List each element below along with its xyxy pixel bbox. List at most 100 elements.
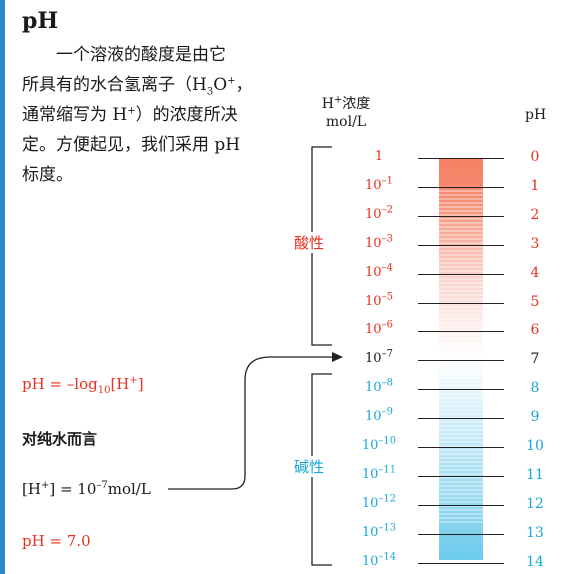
text-fragment: 通常缩写为 H: [22, 105, 128, 125]
text-fragment: H: [321, 96, 334, 112]
ph-value: 10: [526, 438, 544, 454]
text-fragment: ，: [235, 75, 253, 95]
text-fragment: pH = –log: [22, 375, 98, 393]
scale-tick: [418, 158, 504, 159]
concentration-exponent: –12: [378, 493, 397, 505]
concentration-label: 10–2: [350, 204, 408, 222]
concentration-label: 10–11: [350, 464, 408, 482]
ph-value: 2: [530, 206, 540, 223]
subscript: 10: [97, 385, 111, 396]
concentration-exponent: –11: [378, 464, 397, 476]
text-fragment: O: [213, 75, 228, 95]
base-label: 碱性: [292, 456, 327, 477]
base-bar-stripes: [439, 365, 483, 525]
page-title: pH: [22, 8, 59, 34]
acid-label: 酸性: [292, 232, 327, 253]
scale-tick: [418, 418, 504, 420]
connector-path: [168, 356, 332, 490]
scale-tick: [418, 504, 504, 506]
concentration-base: 10: [361, 438, 379, 453]
concentration-exponent: –2: [381, 204, 393, 216]
text-fragment: ] = 10: [49, 480, 97, 498]
paragraph-line-3: 通常缩写为 H+）的浓度所决: [22, 100, 276, 130]
paragraph-line-5: 标度。: [22, 165, 73, 185]
scale-tick: [418, 360, 504, 362]
subscript: 3: [206, 86, 214, 98]
concentration-exponent: –3: [381, 233, 393, 245]
concentration-exponent: –1: [381, 175, 393, 187]
ph-value: 11: [526, 466, 544, 483]
scale-tick: [418, 244, 504, 246]
ph-value: 13: [526, 524, 544, 541]
concentration-exponent: –9: [381, 406, 393, 418]
ph-value: 12: [526, 495, 544, 512]
ph-value: 1: [530, 177, 540, 194]
concentration-label: 10–14: [350, 551, 408, 569]
concentration-label: 10–10: [350, 435, 408, 453]
concentration-exponent: –14: [378, 551, 397, 563]
concentration-label: 10–13: [350, 523, 408, 540]
arrow-head: [332, 352, 343, 362]
superscript: +: [40, 480, 50, 491]
paragraph-line-4: 定。方便起见，我们采用 pH: [22, 135, 241, 155]
concentration-base: 10: [365, 264, 382, 280]
pure-water-label: 对纯水而言: [22, 430, 98, 448]
scale-tick: [418, 273, 504, 275]
concentration-label: 10–3: [350, 233, 408, 251]
concentration-label: 1: [350, 149, 408, 164]
concentration-base: 10: [365, 235, 382, 251]
superscript: +: [127, 105, 136, 117]
concentration-base: 10: [365, 206, 382, 222]
concentration-base: 10: [365, 351, 382, 367]
ph-value: 7: [530, 351, 540, 368]
concentration-label: 10–6: [350, 320, 408, 338]
superscript: –7: [96, 480, 108, 491]
text-fragment: [H: [22, 480, 41, 498]
concentration-base: 10: [361, 524, 379, 540]
concentration-exponent: –6: [381, 320, 393, 332]
scale-tick: [418, 331, 504, 333]
superscript: +: [333, 94, 343, 106]
concentration-base: 1: [374, 149, 384, 164]
ph-value: 5: [530, 293, 540, 310]
concentration-label: 10–9: [350, 406, 408, 425]
concentration-base: 10: [361, 553, 379, 569]
text-fragment: 浓度: [342, 96, 371, 112]
intro-paragraph: 一个溶液的酸度是由它 所具有的水合氢离子（H3O+， 通常缩写为 H+）的浓度所…: [22, 40, 276, 190]
ph-value: 3: [530, 235, 540, 252]
concentration-base: 10: [361, 495, 379, 511]
paragraph-line-1: 一个溶液的酸度是由它: [56, 45, 226, 65]
scale-tick: [418, 533, 504, 535]
concentration-label: 10–7: [350, 349, 408, 367]
paragraph-line-2: 所具有的水合氢离子（H3O+，: [22, 70, 276, 100]
ph-value: 6: [530, 322, 540, 339]
scale-tick: [418, 215, 504, 217]
concentration-header: H+浓度 mol/L: [318, 95, 374, 131]
text-fragment: 所具有的水合氢离子（H: [22, 75, 207, 95]
ph-value: 14: [526, 553, 544, 570]
concentration-exponent: –5: [381, 291, 393, 303]
ph-result: pH = 7.0: [22, 532, 91, 550]
scale-tick: [418, 475, 504, 477]
text-fragment: ）的浓度所决: [135, 105, 238, 125]
concentration-base: 10: [365, 177, 382, 193]
concentration-base: 10: [365, 322, 382, 338]
ph-value: 0: [530, 149, 540, 165]
concentration-base: 10: [365, 380, 382, 396]
concentration-label: 10–1: [350, 175, 408, 193]
scale-tick: [418, 302, 504, 304]
left-accent-bar: [0, 0, 5, 574]
concentration-label: 10–5: [350, 291, 408, 309]
ph-formula: pH = –log10[H+]: [22, 375, 144, 396]
acid-bar-stripes: [439, 190, 483, 350]
superscript: +: [129, 375, 138, 386]
concentration-exponent: –4: [381, 262, 393, 274]
concentration-label: 10–4: [350, 262, 408, 280]
concentration-exponent: –10: [378, 435, 397, 447]
scale-tick: [418, 186, 504, 188]
concentration-label: 10–8: [350, 378, 408, 396]
scale-tick: [418, 447, 504, 448]
concentration-base: 10: [365, 409, 382, 425]
concentration-unit: mol/L: [325, 114, 367, 130]
concentration-label: 10–12: [350, 493, 408, 511]
